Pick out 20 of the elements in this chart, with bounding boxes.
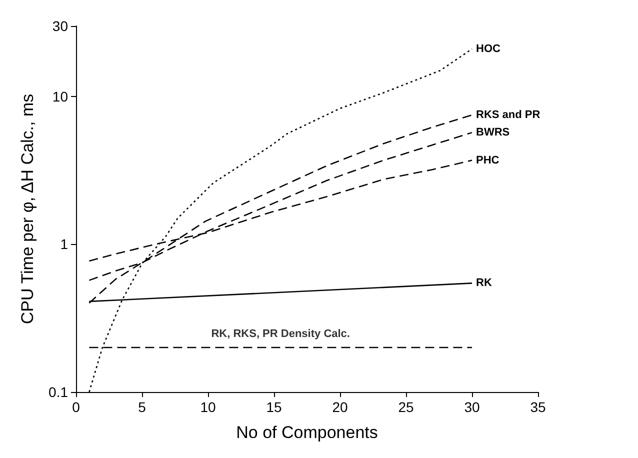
series-label: BWRS: [476, 126, 510, 139]
y-tick-label: 10: [52, 88, 68, 104]
x-tick-label: 20: [332, 399, 348, 415]
x-tick-label: 0: [72, 399, 80, 415]
x-tick-label: 35: [530, 399, 546, 415]
x-tick-label: 5: [138, 399, 146, 415]
series-label: RKS and PR: [476, 108, 540, 121]
x-tick-label: 10: [200, 399, 216, 415]
x-axis-title: No of Components: [236, 423, 378, 442]
y-axis-title: CPU Time per φ, ΔH Calc., ms: [18, 94, 37, 324]
annotation: RK, RKS, PR Density Calc.: [211, 328, 350, 340]
series-label: RK: [476, 277, 492, 290]
x-tick-label: 30: [464, 399, 480, 415]
x-tick-label: 25: [398, 399, 414, 415]
y-tick-label: 30: [52, 18, 68, 34]
y-tick-label: 1: [60, 236, 68, 252]
y-tick-label: 0.1: [48, 384, 68, 400]
x-tick-label: 15: [266, 399, 282, 415]
series-label: HOC: [476, 42, 500, 55]
series-label: PHC: [476, 154, 500, 166]
